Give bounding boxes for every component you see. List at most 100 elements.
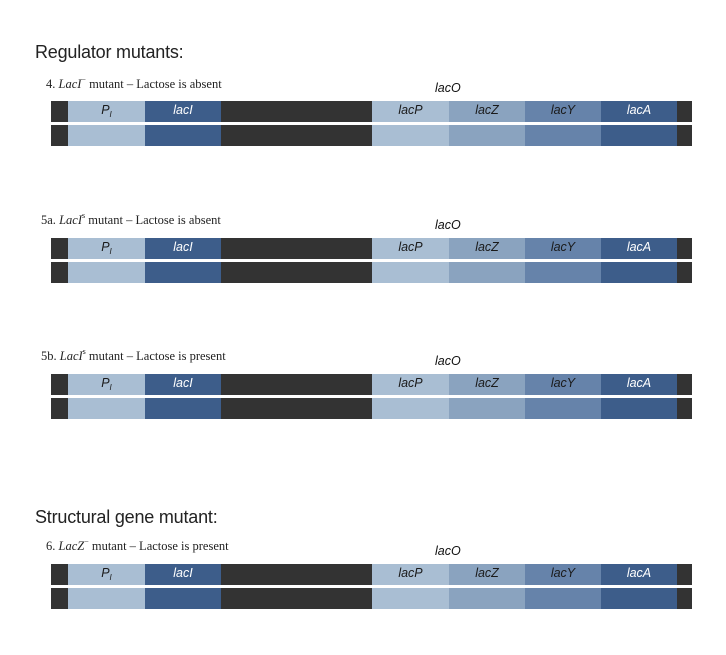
promoter-label: P [101, 376, 110, 390]
promoter-i-region [68, 125, 145, 146]
dna-bottom-strand [51, 588, 692, 609]
laca-gene-region [601, 588, 677, 609]
strand-separator [51, 259, 692, 262]
lacz-gene-label: lacZ [475, 566, 499, 580]
panel-description: mutant – Lactose is absent [88, 213, 221, 227]
dna-strand-diagram: PI lacI lacP lacZ lacY lacA [51, 564, 692, 609]
laci-gene-region [145, 101, 221, 122]
mutant-superscript: − [84, 537, 89, 546]
lacp-promoter-region [372, 588, 449, 609]
lacp-promoter-label: lacP [398, 103, 423, 117]
lacy-gene-region [525, 564, 601, 585]
structural-gene-mutant-title: Structural gene mutant: [35, 507, 218, 527]
lacy-gene-region [525, 125, 601, 146]
lacp-promoter-region [372, 564, 449, 585]
lacp-promoter-label: lacP [398, 240, 423, 254]
promoter-i-region [68, 262, 145, 283]
laci-gene-region [145, 262, 221, 283]
dna-bottom-strand [51, 125, 692, 146]
promoter-label: P [101, 240, 110, 254]
laci-gene-region [145, 398, 221, 419]
lacp-promoter-region [372, 101, 449, 122]
panel-number: 6. [46, 539, 56, 553]
promoter-label: P [101, 103, 110, 117]
mutant-superscript: s [82, 347, 86, 356]
panel-description: mutant – Lactose is present [88, 349, 226, 363]
promoter-subscript: I [109, 383, 112, 392]
laca-gene-region [601, 125, 677, 146]
lacz-gene-region [449, 564, 525, 585]
dna-bottom-strand [51, 262, 692, 283]
lacy-gene-region [525, 374, 601, 395]
laci-gene-label: lacI [173, 566, 193, 580]
lacz-gene-region [449, 238, 525, 259]
lacz-gene-label: lacZ [475, 103, 499, 117]
promoter-i-region [68, 398, 145, 419]
promoter-i-label: PI [68, 374, 145, 395]
laca-gene-region [601, 398, 677, 419]
laca-gene-region [601, 262, 677, 283]
laco-operator-label: lacO [435, 544, 461, 558]
laci-gene-label: lacI [173, 240, 193, 254]
promoter-i-region [68, 101, 145, 122]
lacy-gene-label: lacY [550, 566, 576, 580]
promoter-subscript: I [109, 247, 112, 256]
laco-operator-label: lacO [435, 354, 461, 368]
dna-strand-diagram: PI lacI lacP lacZ lacY lacA [51, 238, 692, 283]
laci-gene-region [145, 374, 221, 395]
dna-top-strand: PI lacI lacP lacZ lacY lacA [51, 564, 692, 585]
lacy-gene-label: lacY [550, 376, 576, 390]
regulator-mutants-title: Regulator mutants: [35, 42, 184, 62]
laca-gene-region [601, 101, 677, 122]
lacz-gene-region [449, 398, 525, 419]
laca-gene-label: lacA [626, 240, 652, 254]
lacz-gene-region [449, 262, 525, 283]
strand-separator [51, 585, 692, 588]
lacz-gene-region [449, 588, 525, 609]
lacz-gene-label: lacZ [475, 376, 499, 390]
panel-number: 4. [46, 77, 56, 91]
laci-gene-label: lacI [173, 376, 193, 390]
mutant-superscript: − [81, 75, 86, 84]
lacy-gene-region [525, 398, 601, 419]
panel-number: 5b. [41, 349, 57, 363]
lacz-gene-region [449, 125, 525, 146]
laca-gene-region [601, 374, 677, 395]
lacp-promoter-label: lacP [398, 566, 423, 580]
lacp-promoter-region [372, 238, 449, 259]
laco-operator-label: lacO [435, 218, 461, 232]
laca-gene-region [601, 238, 677, 259]
laci-gene-region [145, 588, 221, 609]
promoter-i-region [68, 374, 145, 395]
laco-operator-label: lacO [435, 81, 461, 95]
panel-description: mutant – Lactose is present [91, 539, 229, 553]
lacp-promoter-region [372, 262, 449, 283]
strand-separator [51, 122, 692, 125]
lacp-promoter-region [372, 374, 449, 395]
laci-gene-region [145, 564, 221, 585]
mutant-gene: LacZ [58, 539, 85, 553]
dna-top-strand: PI lacI lacP lacZ lacY lacA [51, 374, 692, 395]
dna-top-strand: PI lacI lacP lacZ lacY lacA [51, 101, 692, 122]
lacy-gene-region [525, 262, 601, 283]
promoter-subscript: I [109, 573, 112, 582]
laca-gene-label: lacA [626, 566, 652, 580]
laci-gene-region [145, 125, 221, 146]
lacp-promoter-region [372, 125, 449, 146]
lacz-gene-region [449, 374, 525, 395]
strand-separator [51, 395, 692, 398]
panel-description: mutant – Lactose is absent [89, 77, 222, 91]
dna-bottom-strand [51, 398, 692, 419]
lacy-gene-region [525, 588, 601, 609]
laci-gene-label: lacI [173, 103, 193, 117]
lacy-gene-label: lacY [550, 240, 576, 254]
lacy-gene-region [525, 238, 601, 259]
laca-gene-region [601, 564, 677, 585]
mutant-gene: LacI [59, 349, 83, 363]
promoter-label: P [101, 566, 110, 580]
laca-gene-label: lacA [626, 376, 652, 390]
lacz-gene-label: lacZ [475, 240, 499, 254]
lacp-promoter-label: lacP [398, 376, 423, 390]
laci-gene-region [145, 238, 221, 259]
mutant-superscript: s [81, 211, 86, 220]
